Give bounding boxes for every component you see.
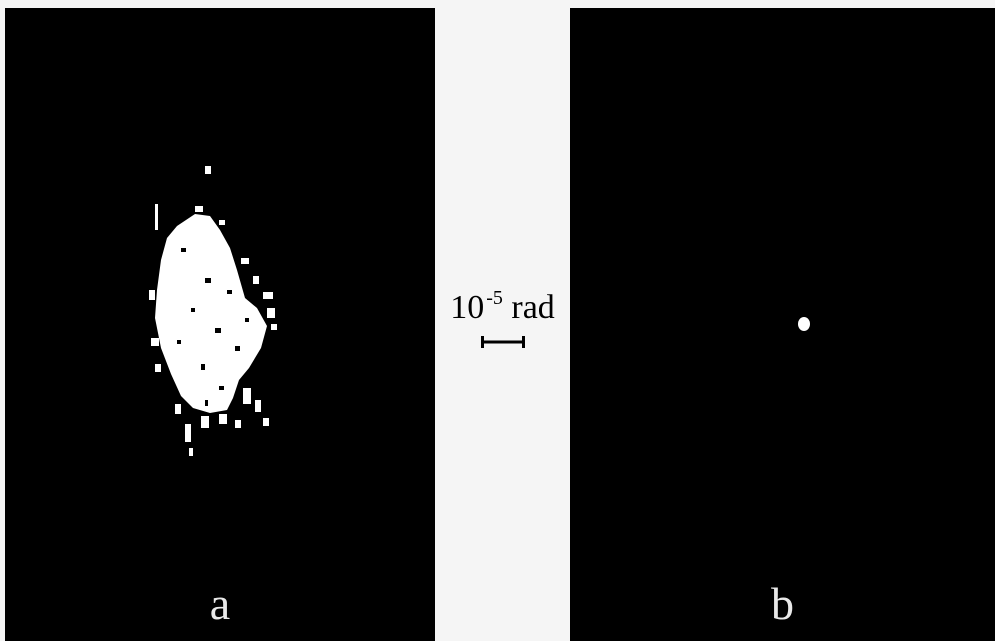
focused-spot <box>798 317 810 331</box>
scale-base: 10 <box>450 289 485 326</box>
scale-unit: rad <box>511 289 555 326</box>
scale-exponent: -5 <box>486 287 503 309</box>
scattered-spot-graphic <box>149 166 277 456</box>
panel-b-focused-beam-image: b <box>570 8 995 641</box>
angular-scale-bar: 10 -5 rad <box>440 288 565 349</box>
focused-spot-graphic <box>798 317 810 331</box>
scale-bar-label: 10 -5 rad <box>440 288 565 325</box>
panel-b-label: b <box>771 578 794 629</box>
scale-bar-line <box>480 336 525 348</box>
panel-a-scattered-beam-image: a <box>5 8 435 641</box>
panel-a-label: a <box>209 578 231 629</box>
